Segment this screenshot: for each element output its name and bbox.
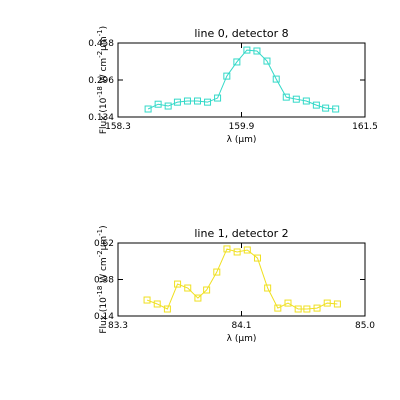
data-point — [264, 284, 272, 292]
x-tick-label: 85.0 — [355, 321, 375, 331]
data-point — [243, 246, 251, 254]
y-axis-label-part: -1 — [96, 29, 104, 36]
data-point — [312, 101, 320, 109]
y-axis-label-part: Flux (10 — [99, 297, 109, 334]
data-point — [174, 280, 182, 288]
y-tick-label: 0.134 — [88, 113, 114, 123]
y-tick-label: 0.14 — [94, 312, 114, 322]
data-point — [214, 94, 222, 102]
data-point — [163, 305, 171, 313]
data-point — [322, 104, 330, 112]
data-point — [303, 305, 311, 313]
y-axis-label-part: -2 — [96, 51, 104, 58]
y-axis-label-part: Flux (10 — [99, 97, 109, 134]
data-point — [184, 284, 192, 292]
y-tick-label: 0.62 — [94, 239, 114, 249]
data-point — [253, 47, 261, 55]
x-tick-label: 159.9 — [229, 122, 255, 132]
data-point — [263, 57, 271, 65]
data-point — [282, 93, 290, 101]
y-tick-label: 0.38 — [94, 276, 114, 286]
data-point — [203, 286, 211, 294]
data-point — [154, 100, 162, 108]
data-point — [153, 300, 161, 308]
y-axis-label-part: -18 — [96, 86, 104, 97]
y-axis-label-part: -1 — [96, 229, 104, 236]
chart-title: line 0, detector 8 — [194, 27, 288, 40]
data-point — [274, 304, 282, 312]
x-axis-label: λ (μm) — [227, 135, 257, 145]
data-line — [146, 248, 338, 310]
y-tick-label: 0.296 — [88, 76, 114, 86]
y-axis-label: Flux (10-18 W cm-2μm-1) — [96, 26, 109, 134]
y-tick-label: 0.458 — [88, 39, 114, 49]
data-point — [143, 296, 151, 304]
data-point — [204, 98, 212, 106]
y-axis-label-part: μm — [99, 236, 109, 251]
y-axis-label: Flux (10-18 W cm-2μm-1) — [96, 225, 109, 333]
data-point — [272, 75, 280, 83]
data-point — [292, 95, 300, 103]
y-axis-label-part: ) — [99, 225, 109, 229]
x-tick-label: 83.3 — [108, 321, 128, 331]
data-point — [233, 58, 241, 66]
data-point — [164, 102, 172, 110]
data-point — [294, 305, 302, 313]
data-point — [243, 46, 251, 54]
data-point — [313, 304, 321, 312]
data-point — [183, 97, 191, 105]
data-point — [253, 254, 261, 262]
data-point — [323, 299, 331, 307]
data-point — [302, 97, 310, 105]
x-axis-label: λ (μm) — [227, 334, 257, 344]
data-line — [147, 49, 336, 110]
data-point — [223, 245, 231, 253]
y-axis-label-part: ) — [99, 26, 109, 30]
data-point — [333, 300, 341, 308]
data-point — [173, 98, 181, 106]
x-tick-label: 161.5 — [352, 122, 378, 132]
data-point — [223, 72, 231, 80]
y-axis-label-part: -2 — [96, 250, 104, 257]
data-point — [213, 268, 221, 276]
y-axis-label-part: -18 — [96, 286, 104, 297]
data-point — [332, 105, 340, 113]
y-axis-label-part: μm — [99, 36, 109, 51]
x-tick-label: 84.1 — [231, 321, 251, 331]
data-point — [284, 299, 292, 307]
data-point — [144, 105, 152, 113]
chart-title: line 1, detector 2 — [194, 227, 288, 240]
y-axis-label-part: W cm — [99, 257, 109, 285]
data-point — [194, 97, 202, 105]
x-tick-label: 158.3 — [105, 122, 131, 132]
data-point — [233, 248, 241, 256]
data-point — [194, 294, 202, 302]
y-axis-label-part: W cm — [99, 58, 109, 86]
plot-frame — [117, 242, 366, 317]
